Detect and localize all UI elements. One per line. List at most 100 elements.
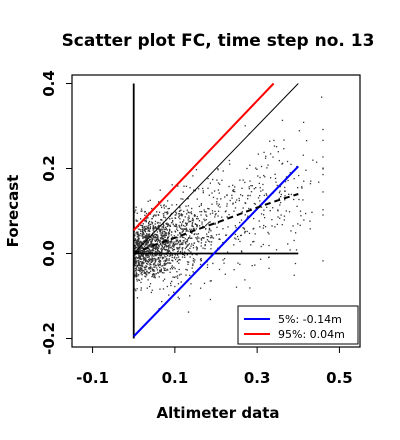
scatter-point — [192, 219, 194, 221]
scatter-point — [284, 199, 286, 201]
scatter-point — [144, 272, 146, 274]
scatter-point — [283, 219, 285, 221]
scatter-point — [241, 195, 244, 197]
scatter-point — [170, 284, 172, 287]
scatter-point — [217, 222, 219, 224]
scatter-point — [154, 239, 156, 242]
scatter-point — [196, 254, 198, 256]
scatter-point — [138, 249, 140, 251]
scatter-point — [191, 207, 193, 210]
scatter-point — [222, 241, 224, 244]
scatter-point — [180, 281, 182, 283]
scatter-point — [191, 232, 193, 234]
scatter-point — [210, 248, 212, 250]
scatter-point — [175, 228, 178, 230]
scatter-point — [152, 229, 154, 231]
scatter-point — [160, 219, 162, 221]
scatter-point — [242, 179, 244, 181]
scatter-point — [136, 241, 138, 244]
scatter-point — [142, 236, 144, 238]
scatter-point — [166, 285, 169, 288]
scatter-point — [137, 275, 139, 277]
scatter-point — [159, 242, 162, 245]
scatter-point — [147, 217, 149, 219]
scatter-point — [155, 255, 157, 257]
scatter-point — [145, 235, 147, 238]
scatter-point — [176, 271, 178, 273]
scatter-point — [149, 264, 151, 266]
scatter-point — [192, 263, 194, 265]
scatter-point — [162, 213, 164, 215]
scatter-point — [159, 253, 161, 256]
scatter-point — [179, 236, 181, 238]
scatter-point — [148, 247, 150, 249]
scatter-point — [274, 226, 276, 228]
scatter-point — [154, 240, 157, 243]
scatter-point — [196, 236, 199, 238]
scatter-point — [298, 198, 300, 201]
scatter-point — [135, 220, 138, 222]
scatter-point — [146, 287, 148, 289]
scatter-point — [193, 214, 196, 216]
scatter-point — [217, 205, 220, 207]
scatter-point — [134, 259, 136, 261]
scatter-point — [192, 244, 194, 246]
scatter-point — [159, 232, 161, 234]
scatter-point — [248, 207, 250, 210]
scatter-point — [187, 205, 190, 207]
scatter-point — [186, 241, 188, 243]
scatter-point — [285, 210, 287, 212]
scatter-point — [190, 237, 192, 240]
scatter-point — [191, 225, 193, 227]
scatter-point — [166, 241, 168, 243]
scatter-point — [169, 243, 171, 245]
scatter-point — [134, 247, 137, 249]
scatter-point — [254, 233, 256, 235]
scatter-point — [177, 243, 179, 245]
scatter-point — [286, 160, 289, 163]
scatter-point — [160, 237, 162, 240]
scatter-point — [192, 225, 194, 228]
scatter-point — [295, 249, 298, 251]
scatter-point — [274, 173, 276, 175]
scatter-point — [249, 194, 251, 197]
scatter-point — [241, 251, 243, 253]
scatter-point — [141, 210, 143, 212]
scatter-point — [221, 216, 223, 218]
scatter-point — [244, 181, 246, 184]
scatter-point — [229, 199, 231, 202]
scatter-point — [140, 208, 143, 210]
scatter-point — [157, 250, 160, 252]
scatter-point — [145, 221, 147, 223]
scatter-point — [225, 234, 228, 236]
scatter-point — [165, 256, 167, 258]
scatter-point — [173, 243, 175, 246]
scatter-point — [208, 221, 210, 224]
scatter-point — [195, 169, 198, 171]
scatter-point — [266, 206, 268, 208]
scatter-point — [166, 262, 168, 265]
scatter-point — [166, 268, 168, 271]
scatter-point — [234, 201, 237, 203]
scatter-point — [142, 223, 144, 225]
scatter-point — [149, 250, 151, 252]
scatter-point — [159, 260, 162, 262]
scatter-point — [301, 187, 303, 189]
scatter-point — [147, 241, 149, 243]
scatter-point — [151, 257, 153, 259]
scatter-point — [162, 265, 164, 267]
scatter-point — [191, 219, 193, 221]
scatter-point — [199, 263, 202, 266]
scatter-point — [292, 225, 294, 227]
scatter-point — [159, 240, 161, 242]
scatter-point — [203, 209, 205, 211]
scatter-point — [141, 254, 143, 256]
scatter-point — [151, 273, 154, 276]
scatter-point — [190, 283, 192, 285]
scatter-point — [203, 237, 205, 239]
scatter-point — [318, 181, 320, 183]
scatter-point — [142, 228, 144, 230]
scatter-point — [276, 184, 278, 187]
scatter-point — [217, 189, 220, 191]
scatter-point — [149, 251, 152, 254]
